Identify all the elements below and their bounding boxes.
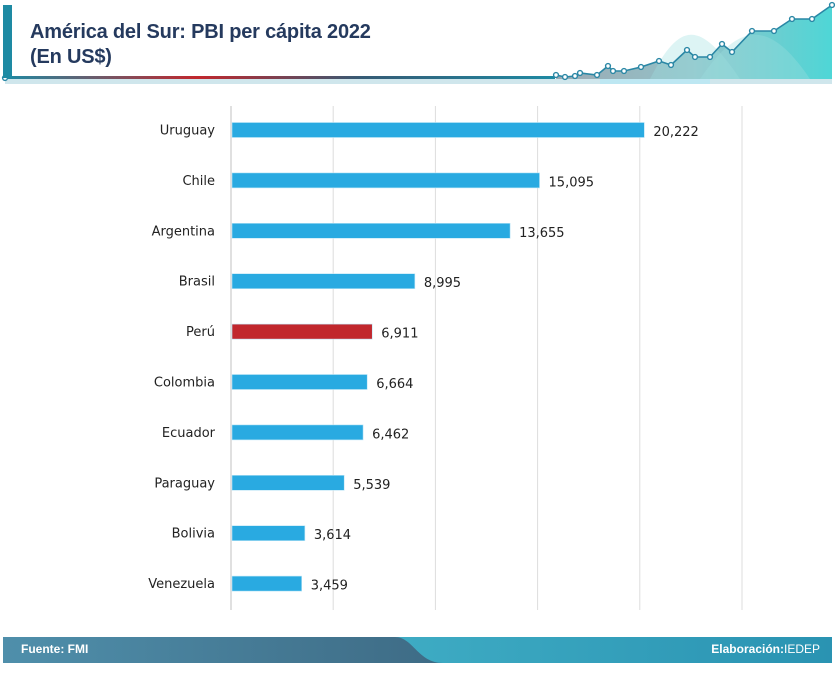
sparkline-point-16 bbox=[748, 27, 756, 35]
bar-perú bbox=[231, 323, 373, 340]
category-label: Venezuela bbox=[148, 577, 215, 592]
credit-label: Elaboración:IEDEP bbox=[711, 642, 820, 656]
value-label: 3,459 bbox=[311, 579, 348, 594]
grid-lines bbox=[230, 106, 743, 610]
category-label: Paraguay bbox=[154, 476, 215, 491]
source-label: Fuente: FMI bbox=[21, 642, 89, 656]
bar-ecuador bbox=[231, 424, 364, 441]
sparkline-point-5 bbox=[604, 62, 612, 70]
sparkline-point-9 bbox=[655, 57, 663, 65]
value-label: 15,095 bbox=[549, 175, 595, 190]
bar-paraguay bbox=[231, 474, 345, 491]
value-label: 6,462 bbox=[372, 427, 409, 442]
category-label: Colombia bbox=[154, 376, 215, 391]
category-label: Perú bbox=[186, 325, 215, 340]
bar-uruguay bbox=[231, 122, 645, 138]
sparkline-point-11 bbox=[683, 46, 691, 54]
bar-venezuela bbox=[231, 575, 303, 592]
bar-brasil bbox=[231, 273, 416, 289]
sparkline-point-3 bbox=[576, 69, 584, 77]
credit-value: IEDEP bbox=[783, 642, 820, 656]
sparkline-point-20 bbox=[828, 1, 835, 9]
header-shadow-band-light bbox=[600, 79, 710, 84]
sparkline-area bbox=[556, 5, 832, 79]
header-underline bbox=[5, 76, 555, 79]
bar-chile bbox=[231, 172, 540, 189]
footer: Fuente: FMI Elaboración:IEDEP bbox=[3, 637, 832, 663]
category-label: Chile bbox=[182, 174, 215, 189]
value-label: 20,222 bbox=[653, 125, 699, 140]
sparkline-point-13 bbox=[706, 53, 714, 61]
sparkline-point-1 bbox=[561, 73, 569, 81]
sparkline-point-17 bbox=[770, 27, 778, 35]
category-label: Argentina bbox=[152, 224, 215, 239]
bar-colombia bbox=[231, 374, 368, 390]
category-label: Bolivia bbox=[172, 527, 215, 542]
category-label: Ecuador bbox=[162, 426, 216, 441]
chart-title-line2: (En US$) bbox=[30, 46, 112, 68]
title-accent-bar bbox=[3, 5, 12, 78]
sparkline-point-7 bbox=[620, 67, 628, 75]
bar-argentina bbox=[231, 223, 511, 239]
value-label: 13,655 bbox=[519, 226, 565, 241]
sparkline-point-19 bbox=[808, 15, 816, 23]
value-label: 5,539 bbox=[353, 478, 390, 493]
sparkline-point-12 bbox=[691, 53, 699, 61]
category-label: Brasil bbox=[179, 275, 215, 290]
footer-background bbox=[3, 637, 832, 663]
sparkline-point-8 bbox=[637, 63, 645, 71]
sparkline-point-4 bbox=[593, 71, 601, 79]
category-labels: Uruguay Chile Argentina Brasil Perú Colombia E… bbox=[148, 124, 215, 593]
bar-bolivia bbox=[231, 525, 306, 542]
sparkline-point-14 bbox=[718, 40, 726, 48]
credit-prefix: Elaboración: bbox=[711, 642, 784, 656]
header-shadow-band bbox=[5, 79, 832, 84]
header: América del Sur: PBI per cápita 2022 (En… bbox=[0, 0, 835, 90]
chart-title-line1: América del Sur: PBI per cápita 2022 bbox=[30, 21, 371, 43]
value-label: 6,911 bbox=[381, 327, 418, 342]
value-labels: 20,222 15,095 13,655 8,995 6,911 6,664 6,462 5,… bbox=[311, 125, 699, 594]
sparkline-decoration bbox=[1, 1, 835, 84]
bar-chart: Uruguay Chile Argentina Brasil Perú Colombia E… bbox=[148, 106, 743, 610]
value-label: 6,664 bbox=[376, 377, 413, 392]
sparkline-point-15 bbox=[728, 48, 736, 56]
sparkline-points bbox=[552, 1, 835, 81]
category-label: Uruguay bbox=[160, 124, 216, 139]
chart-title: América del Sur: PBI per cápita 2022 (En… bbox=[30, 20, 371, 70]
sparkline-point-10 bbox=[667, 61, 675, 69]
sparkline-point-0 bbox=[552, 71, 560, 79]
bars bbox=[231, 122, 645, 592]
sparkline-point-6 bbox=[609, 67, 617, 75]
sparkline-point-18 bbox=[788, 15, 796, 23]
sparkline-wave-2 bbox=[700, 34, 810, 79]
value-label: 3,614 bbox=[314, 528, 351, 543]
value-label: 8,995 bbox=[424, 276, 461, 291]
sparkline-point-2 bbox=[571, 72, 579, 80]
